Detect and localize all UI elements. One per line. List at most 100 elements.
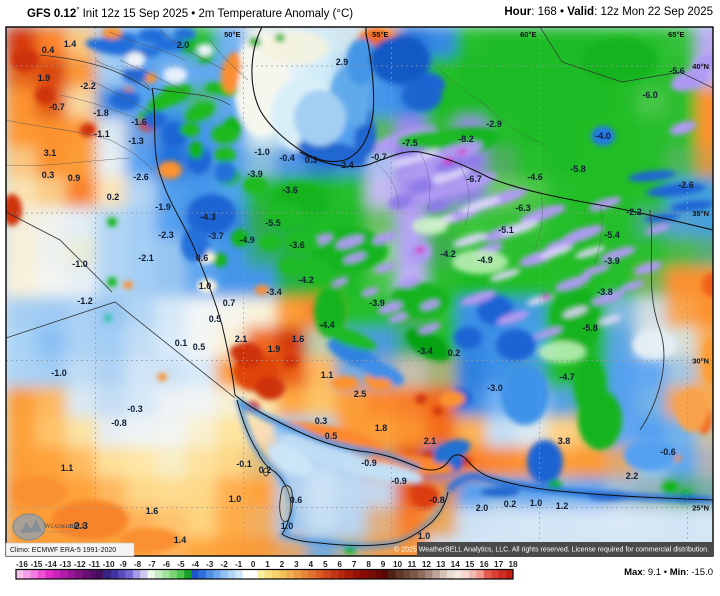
svg-text:-6.3: -6.3 xyxy=(515,203,531,213)
svg-text:-1.0: -1.0 xyxy=(254,147,270,157)
svg-text:-4.3: -4.3 xyxy=(200,212,216,222)
svg-text:0.5: 0.5 xyxy=(209,314,222,324)
svg-text:0.2: 0.2 xyxy=(504,499,517,509)
svg-text:-3.4: -3.4 xyxy=(266,287,282,297)
svg-text:-4.2: -4.2 xyxy=(298,275,314,285)
svg-text:-3.7: -3.7 xyxy=(208,231,224,241)
svg-text:-5.5: -5.5 xyxy=(265,218,281,228)
svg-text:-3: -3 xyxy=(206,560,214,569)
svg-text:-16: -16 xyxy=(16,560,28,569)
svg-text:-0.9: -0.9 xyxy=(391,476,407,486)
svg-text:-2: -2 xyxy=(221,560,229,569)
svg-text:-11: -11 xyxy=(89,560,101,569)
svg-text:-0.3: -0.3 xyxy=(127,404,143,414)
svg-text:-8: -8 xyxy=(134,560,142,569)
svg-text:1.1: 1.1 xyxy=(61,463,74,473)
svg-text:-2.1: -2.1 xyxy=(138,253,154,263)
svg-text:-10: -10 xyxy=(103,560,115,569)
svg-text:1.0: 1.0 xyxy=(530,498,543,508)
svg-text:-5.8: -5.8 xyxy=(570,164,586,174)
svg-text:15: 15 xyxy=(465,560,475,569)
svg-text:55°E: 55°E xyxy=(372,30,388,39)
svg-text:-12: -12 xyxy=(74,560,86,569)
svg-text:-0.6: -0.6 xyxy=(660,447,676,457)
svg-text:-5.4: -5.4 xyxy=(604,230,620,240)
svg-text:-3.9: -3.9 xyxy=(247,169,263,179)
svg-text:-7: -7 xyxy=(148,560,156,569)
svg-text:16: 16 xyxy=(480,560,490,569)
svg-text:-1.9: -1.9 xyxy=(155,202,171,212)
svg-text:-6.7: -6.7 xyxy=(466,174,482,184)
svg-text:-2.3: -2.3 xyxy=(158,230,174,240)
svg-text:9: 9 xyxy=(381,560,386,569)
svg-text:-2.2: -2.2 xyxy=(80,81,96,91)
svg-text:0.4: 0.4 xyxy=(42,45,55,55)
svg-text:-4.6: -4.6 xyxy=(527,172,543,182)
svg-text:2.1: 2.1 xyxy=(235,334,248,344)
svg-text:1.0: 1.0 xyxy=(229,494,242,504)
svg-text:-1.8: -1.8 xyxy=(93,108,109,118)
svg-text:-0.9: -0.9 xyxy=(361,458,377,468)
svg-text:0.3: 0.3 xyxy=(305,155,318,165)
svg-text:0.7: 0.7 xyxy=(223,298,236,308)
svg-text:1.0: 1.0 xyxy=(199,281,212,291)
svg-text:-0.7: -0.7 xyxy=(49,102,65,112)
svg-text:-0.7: -0.7 xyxy=(371,152,387,162)
svg-text:0.5: 0.5 xyxy=(325,431,338,441)
svg-text:WEATHERBELL: WEATHERBELL xyxy=(44,522,87,530)
svg-text:11: 11 xyxy=(408,560,417,569)
svg-text:12: 12 xyxy=(422,560,432,569)
svg-text:Climo: ECMWF ERA-5 1991-2020: Climo: ECMWF ERA-5 1991-2020 xyxy=(10,547,116,554)
svg-text:-3.0: -3.0 xyxy=(487,383,503,393)
svg-text:-4.4: -4.4 xyxy=(319,320,335,330)
svg-text:1.0: 1.0 xyxy=(418,531,431,541)
svg-text:4: 4 xyxy=(309,560,314,569)
svg-text:14: 14 xyxy=(451,560,461,569)
svg-text:-3.8: -3.8 xyxy=(597,287,613,297)
svg-text:65°E: 65°E xyxy=(668,30,684,39)
svg-text:50°E: 50°E xyxy=(224,30,240,39)
svg-text:1.6: 1.6 xyxy=(146,506,159,516)
svg-text:-3.6: -3.6 xyxy=(289,240,305,250)
svg-text:2.1: 2.1 xyxy=(424,436,437,446)
svg-text:1.6: 1.6 xyxy=(292,334,305,344)
svg-text:-1.3: -1.3 xyxy=(128,136,144,146)
svg-text:-5: -5 xyxy=(177,560,185,569)
svg-text:1.9: 1.9 xyxy=(38,73,51,83)
svg-text:-7.5: -7.5 xyxy=(402,138,418,148)
svg-text:0.2: 0.2 xyxy=(259,465,272,475)
svg-text:-0.8: -0.8 xyxy=(111,418,127,428)
svg-text:-4.0: -4.0 xyxy=(595,131,611,141)
svg-text:0.1: 0.1 xyxy=(175,338,188,348)
svg-text:10: 10 xyxy=(393,560,403,569)
svg-text:2: 2 xyxy=(280,560,285,569)
svg-text:0.5: 0.5 xyxy=(193,342,206,352)
svg-text:1.9: 1.9 xyxy=(268,344,281,354)
svg-text:-2.6: -2.6 xyxy=(678,180,694,190)
svg-text:-5.1: -5.1 xyxy=(498,225,514,235)
svg-text:35°N: 35°N xyxy=(692,209,709,218)
svg-text:-5.6: -5.6 xyxy=(669,66,685,76)
svg-text:0.2: 0.2 xyxy=(448,348,461,358)
svg-text:6: 6 xyxy=(337,560,342,569)
svg-text:0.3: 0.3 xyxy=(315,416,328,426)
svg-text:-2.6: -2.6 xyxy=(133,172,149,182)
svg-text:-1.6: -1.6 xyxy=(131,117,147,127)
svg-text:13: 13 xyxy=(436,560,446,569)
svg-text:-9: -9 xyxy=(119,560,127,569)
svg-text:Max: 9.1 • Min: -15.0: Max: 9.1 • Min: -15.0 xyxy=(624,567,713,578)
svg-text:0.3: 0.3 xyxy=(42,170,55,180)
svg-text:-1.0: -1.0 xyxy=(51,368,67,378)
svg-text:3.1: 3.1 xyxy=(44,148,57,158)
svg-text:1: 1 xyxy=(265,560,270,569)
svg-text:-14: -14 xyxy=(45,560,57,569)
svg-text:30°N: 30°N xyxy=(692,357,709,366)
svg-text:7: 7 xyxy=(352,560,357,569)
svg-text:1.4: 1.4 xyxy=(64,39,77,49)
svg-text:2.3: 2.3 xyxy=(74,521,88,532)
svg-text:© 2025 WeatherBELL Analytics,: © 2025 WeatherBELL Analytics, LLC. All r… xyxy=(394,546,709,554)
svg-text:-1.0: -1.0 xyxy=(72,259,88,269)
svg-text:2.0: 2.0 xyxy=(177,40,190,50)
svg-text:25°N: 25°N xyxy=(692,504,709,513)
svg-text:0.9: 0.9 xyxy=(68,173,81,183)
